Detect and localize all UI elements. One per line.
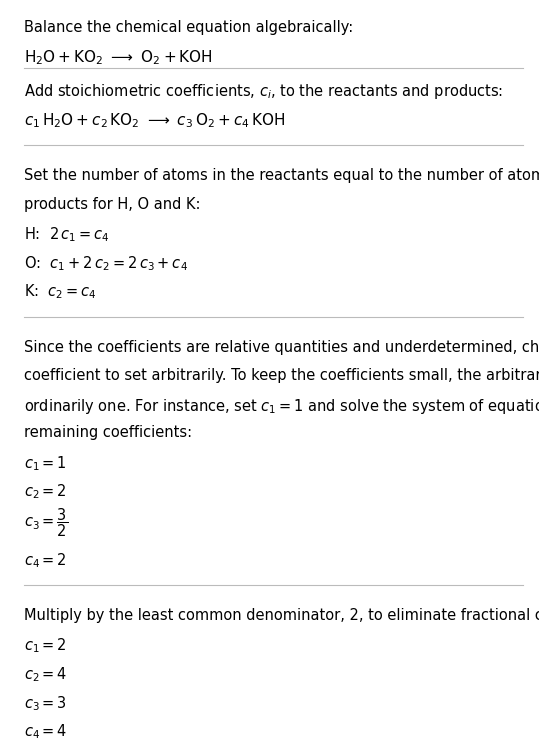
Text: Set the number of atoms in the reactants equal to the number of atoms in the: Set the number of atoms in the reactants… xyxy=(24,168,539,183)
Text: Since the coefficients are relative quantities and underdetermined, choose a: Since the coefficients are relative quan… xyxy=(24,340,539,355)
Text: H:  $2\,c_1 = c_4$: H: $2\,c_1 = c_4$ xyxy=(24,226,110,244)
Text: Add stoichiometric coefficients, $c_i$, to the reactants and products:: Add stoichiometric coefficients, $c_i$, … xyxy=(24,83,503,102)
Text: $c_4 = 4$: $c_4 = 4$ xyxy=(24,723,67,741)
Text: $\mathrm{H_2O + KO_2 \ {\longrightarrow} \ O_2 + KOH}$: $\mathrm{H_2O + KO_2 \ {\longrightarrow}… xyxy=(24,48,213,67)
Text: $c_2 = 2$: $c_2 = 2$ xyxy=(24,483,67,501)
Text: $c_3 = 3$: $c_3 = 3$ xyxy=(24,694,67,713)
Text: remaining coefficients:: remaining coefficients: xyxy=(24,426,192,441)
Text: ordinarily one. For instance, set $c_1 = 1$ and solve the system of equations fo: ordinarily one. For instance, set $c_1 =… xyxy=(24,397,539,416)
Text: $c_2 = 4$: $c_2 = 4$ xyxy=(24,666,67,684)
Text: coefficient to set arbitrarily. To keep the coefficients small, the arbitrary va: coefficient to set arbitrarily. To keep … xyxy=(24,368,539,384)
Text: products for H, O and K:: products for H, O and K: xyxy=(24,197,201,212)
Text: Multiply by the least common denominator, 2, to eliminate fractional coefficient: Multiply by the least common denominator… xyxy=(24,608,539,623)
Text: $c_1\,\mathrm{H_2O} + c_2\,\mathrm{KO_2} \ {\longrightarrow} \ c_3\,\mathrm{O_2}: $c_1\,\mathrm{H_2O} + c_2\,\mathrm{KO_2}… xyxy=(24,111,286,129)
Text: Balance the chemical equation algebraically:: Balance the chemical equation algebraica… xyxy=(24,20,354,35)
Text: $c_1 = 2$: $c_1 = 2$ xyxy=(24,637,67,656)
Text: $c_4 = 2$: $c_4 = 2$ xyxy=(24,551,67,570)
Text: O:  $c_1 + 2\,c_2 = 2\,c_3 + c_4$: O: $c_1 + 2\,c_2 = 2\,c_3 + c_4$ xyxy=(24,254,188,272)
Text: K:  $c_2 = c_4$: K: $c_2 = c_4$ xyxy=(24,283,97,301)
Text: $c_1 = 1$: $c_1 = 1$ xyxy=(24,454,67,472)
Text: $c_3 = \dfrac{3}{2}$: $c_3 = \dfrac{3}{2}$ xyxy=(24,507,68,539)
